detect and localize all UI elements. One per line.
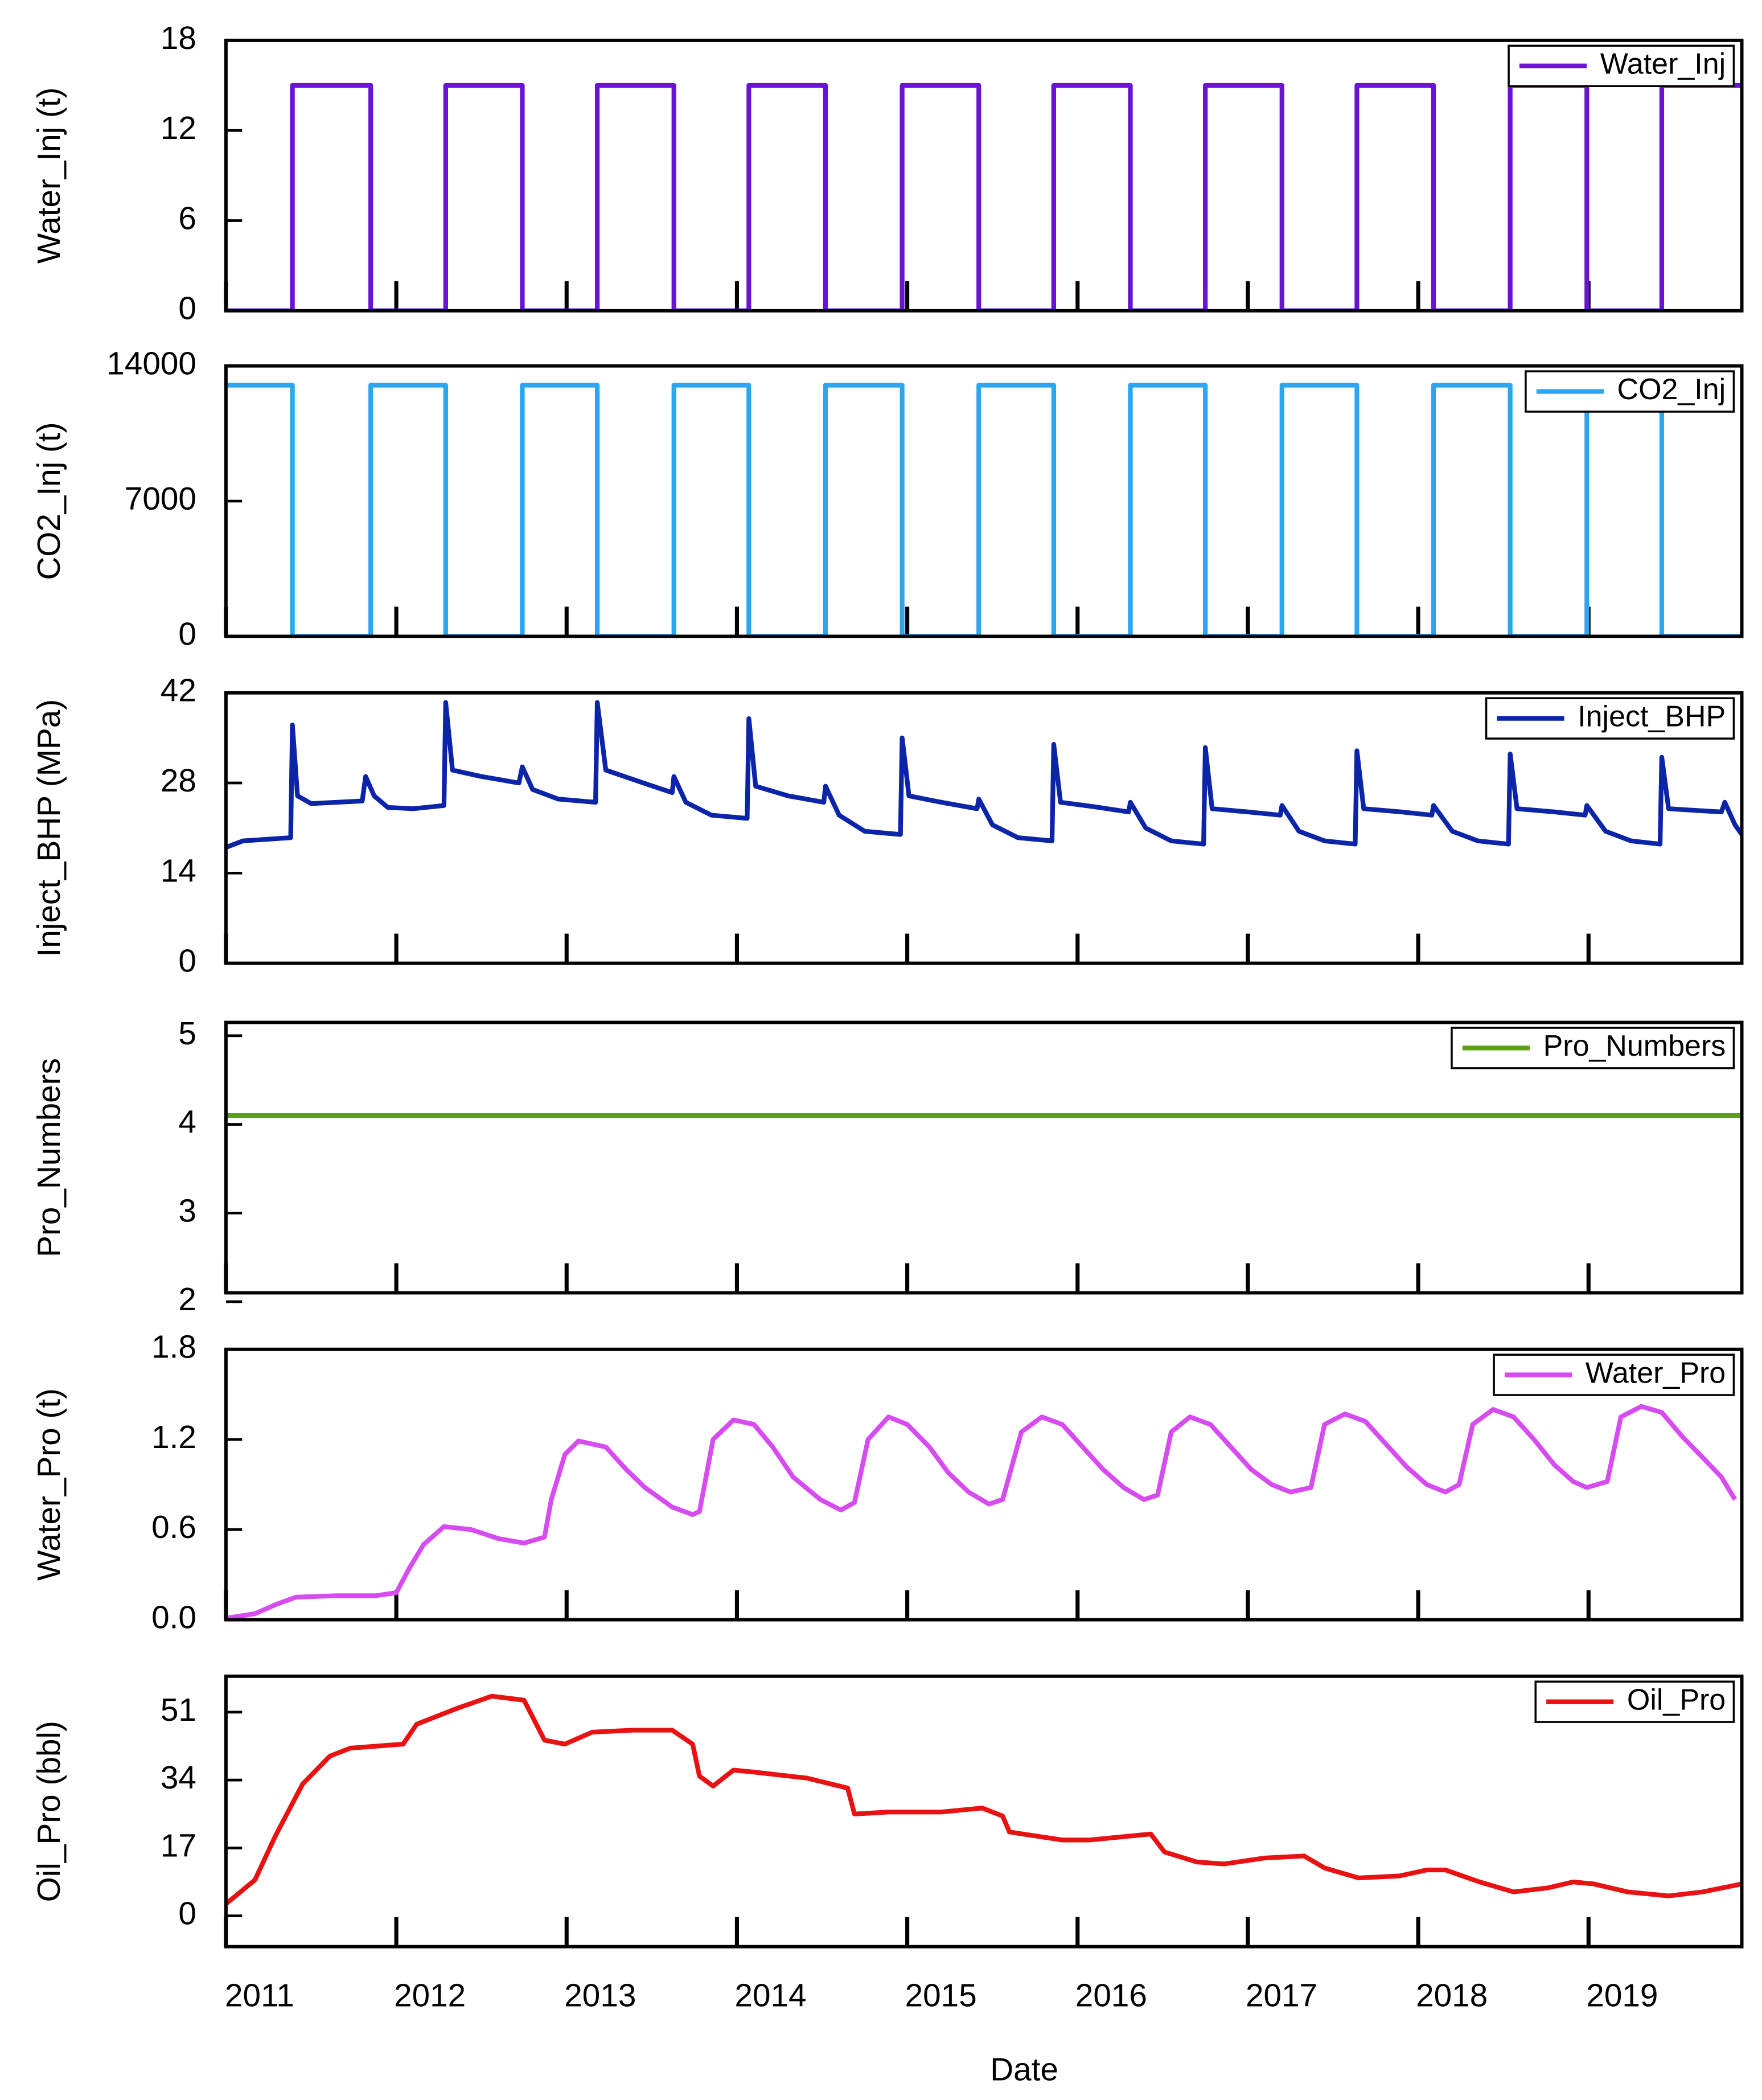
- legend-label: Water_Inj: [1600, 48, 1726, 81]
- y-tick-label: 1.2: [151, 1420, 196, 1455]
- y-axis-label: Inject_BHP (MPa): [31, 699, 67, 957]
- legend-label: Inject_BHP: [1578, 700, 1726, 733]
- plot-frame: [224, 364, 1744, 638]
- legend: Oil_Pro: [1534, 1680, 1735, 1723]
- y-tick-label: 1.8: [151, 1330, 196, 1365]
- y-tick-label: 14000: [106, 346, 196, 382]
- x-tick-label: 2011: [225, 1978, 294, 2013]
- x-tick-label: 2017: [1246, 1978, 1317, 2013]
- panel: 0 7000 14000 CO2_Inj (t) CO2_Inj: [31, 346, 1744, 652]
- plot-frame: [224, 1347, 1744, 1622]
- x-tick-label: 2012: [394, 1978, 466, 2013]
- y-tick-label: 0.6: [151, 1510, 196, 1545]
- series-line: [225, 700, 1742, 850]
- series-line: [225, 83, 1742, 311]
- x-tick-label: 2018: [1416, 1978, 1488, 2013]
- y-axis-label: Water_Pro (t): [31, 1388, 67, 1581]
- y-tick-label: 0: [178, 291, 196, 327]
- panel: 0 17 34 51 2011 2012 2013 2014 2015 2016 2017 2018 2…: [31, 1674, 1744, 2087]
- y-tick-label: 0: [178, 1896, 196, 1932]
- plot-frame: [224, 1020, 1744, 1295]
- y-tick-label: 3: [178, 1193, 196, 1229]
- series-line: [225, 1693, 1742, 1906]
- x-tick-label: 2014: [734, 1978, 806, 2013]
- legend: Water_Pro: [1493, 1353, 1735, 1396]
- y-tick-label: 0.0: [151, 1600, 196, 1636]
- y-tick-label: 4: [178, 1105, 196, 1141]
- y-tick-label: 28: [161, 763, 196, 799]
- y-axis-label: Pro_Numbers: [31, 1058, 67, 1257]
- legend: Inject_BHP: [1485, 697, 1735, 740]
- y-tick-label: 5: [178, 1016, 196, 1052]
- panel: 2 3 4 5 Pro_Numbers Pro_Numbers: [31, 1016, 1744, 1318]
- y-tick-label: 2: [178, 1282, 196, 1318]
- y-tick-label: 18: [161, 20, 196, 56]
- y-tick-label: 51: [161, 1692, 196, 1728]
- y-axis-label: CO2_Inj (t): [31, 422, 67, 580]
- legend: Pro_Numbers: [1451, 1027, 1735, 1069]
- panel: 0.0 0.6 1.2 1.8 Water_Pro (t) Water_Pro: [31, 1330, 1744, 1636]
- y-tick-label: 42: [161, 673, 196, 709]
- y-tick-label: 6: [178, 200, 196, 236]
- plot-frame: [224, 38, 1744, 313]
- y-axis-label: Water_Inj (t): [31, 87, 67, 264]
- x-axis-label: Date: [990, 2052, 1058, 2087]
- y-tick-label: 34: [161, 1760, 196, 1796]
- y-tick-label: 12: [161, 110, 196, 146]
- y-tick-label: 0: [178, 944, 196, 979]
- y-tick-label: 17: [161, 1828, 196, 1864]
- legend: Water_Inj: [1508, 44, 1735, 87]
- x-tick-label: 2015: [905, 1978, 977, 2013]
- x-tick-label: 2016: [1075, 1978, 1147, 2013]
- y-tick-label: 0: [178, 616, 196, 652]
- panel: 0 6 12 18 Water_Inj (t) Water_Inj: [31, 20, 1744, 327]
- y-tick-label: 7000: [125, 481, 196, 517]
- y-tick-label: 14: [161, 853, 196, 889]
- legend-label: CO2_Inj: [1617, 373, 1726, 406]
- plot-frame: [224, 691, 1744, 965]
- legend-label: Pro_Numbers: [1543, 1030, 1726, 1063]
- series-line: [225, 1404, 1738, 1620]
- legend-label: Water_Pro: [1586, 1356, 1726, 1389]
- legend-label: Oil_Pro: [1627, 1683, 1726, 1716]
- series-line: [225, 383, 1742, 637]
- x-tick-label: 2019: [1586, 1978, 1658, 2013]
- x-tick-label: 2013: [564, 1978, 636, 2013]
- panel: 0 14 28 42 Inject_BHP (MPa) Inject_BHP: [31, 673, 1744, 979]
- legend: CO2_Inj: [1525, 370, 1735, 413]
- plot-frame: [224, 1674, 1744, 1949]
- y-axis-label: Oil_Pro (bbl): [31, 1721, 67, 1902]
